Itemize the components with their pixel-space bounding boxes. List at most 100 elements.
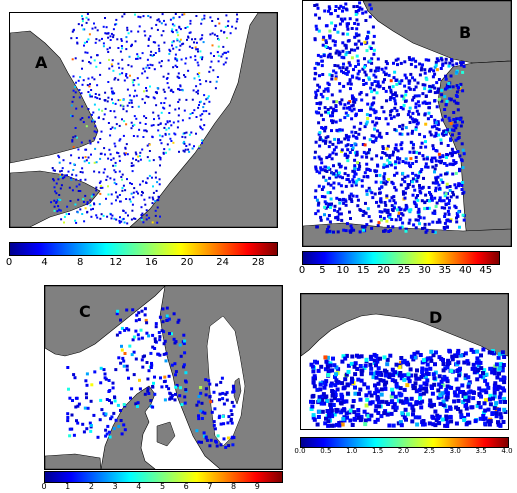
data-cell [349,224,353,228]
data-cell [208,395,212,399]
data-cell [327,9,330,13]
data-cell [143,129,146,132]
data-cell [481,417,486,421]
data-cell [104,32,107,35]
data-cell [321,380,325,385]
data-cell [492,390,497,395]
data-cell [449,195,453,199]
data-cell [416,100,420,104]
data-cell [438,401,443,406]
data-cell [380,210,384,214]
data-cell [313,195,317,199]
data-cell [412,223,416,227]
data-cell [352,125,356,129]
data-cell [325,156,329,160]
data-cell [83,44,85,47]
data-cell [67,387,70,391]
data-cell [81,105,84,108]
data-cell [368,3,372,7]
data-cell [353,385,357,390]
data-cell [337,212,341,216]
data-cell [392,96,396,100]
data-cell [404,187,408,191]
data-cell [409,62,413,66]
colorbar-c-tick: 6 [183,482,189,491]
data-cell [349,361,354,366]
data-cell [199,391,203,395]
data-cell [324,39,328,43]
data-cell [74,127,77,129]
data-cell [359,417,364,422]
data-cell [75,107,78,110]
data-cell [383,201,387,204]
data-cell [433,423,438,428]
colorbar-a-tick: 20 [180,257,194,268]
data-cell [337,162,341,166]
data-cell [455,195,459,199]
data-cell [388,85,391,89]
data-cell [68,396,72,400]
data-cell [461,61,465,64]
data-cell [369,47,373,50]
data-cell [165,306,169,310]
data-cell [426,372,431,376]
data-cell [71,58,74,61]
data-cell [353,361,358,366]
data-cell [394,160,398,164]
data-cell [429,358,434,363]
data-cell [333,208,336,212]
data-cell [168,332,171,335]
data-cell [433,409,438,414]
data-cell [438,196,442,200]
data-cell [229,32,232,35]
data-cell [414,65,418,69]
data-cell [152,159,155,162]
data-cell [145,209,148,212]
data-cell [334,216,338,220]
data-cell [444,74,448,78]
data-cell [444,57,448,61]
data-cell [464,406,469,411]
data-cell [145,87,147,89]
data-cell [199,126,202,129]
data-cell [122,108,125,111]
data-cell [334,9,337,12]
data-cell [146,144,149,147]
data-cell [328,153,332,157]
data-cell [455,216,458,220]
data-cell [433,209,437,213]
data-cell [131,106,134,108]
data-cell [427,421,432,426]
data-cell [72,75,75,78]
data-cell [145,95,148,98]
data-cell [429,404,434,409]
data-cell [416,198,420,202]
data-cell [400,212,404,216]
data-cell [395,371,400,376]
data-cell [195,41,198,44]
colorbar-b-tick: 15 [356,265,370,276]
land-brittany [362,1,511,64]
data-cell [227,50,230,53]
data-cell [398,124,402,128]
data-cell [330,119,333,123]
data-cell [439,138,443,142]
data-cell [313,4,317,7]
data-cell [79,171,82,173]
data-cell [393,91,397,95]
data-cell [449,368,454,373]
colorbar-a [9,242,278,256]
data-cell [130,192,133,195]
data-cell [357,77,361,81]
data-cell [332,100,336,104]
data-cell [113,181,116,184]
data-cell [437,382,442,387]
data-cell [340,98,344,102]
data-cell [162,88,165,91]
data-cell [341,66,345,70]
data-cell [385,219,389,223]
data-cell [165,128,168,131]
data-cell [375,174,378,178]
data-cell [393,370,398,375]
data-cell [375,370,380,375]
